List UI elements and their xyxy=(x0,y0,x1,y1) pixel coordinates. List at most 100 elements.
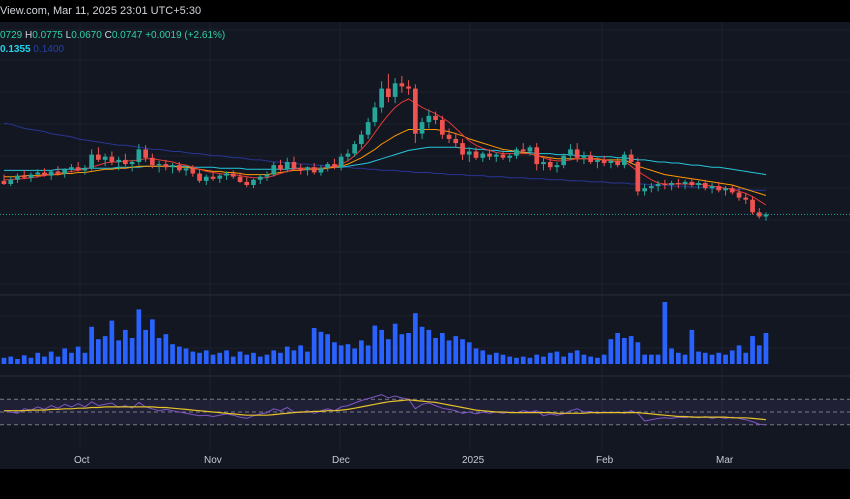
candle-body xyxy=(628,154,634,162)
candle-body xyxy=(109,156,115,162)
volume-bar xyxy=(136,309,142,364)
candle-body xyxy=(392,83,398,97)
x-tick-mar: Mar xyxy=(716,455,734,466)
candle-body xyxy=(595,159,600,162)
candle-body xyxy=(615,160,620,166)
open-value: 0729 xyxy=(0,30,23,41)
volume-bar xyxy=(534,354,540,364)
volume-bar xyxy=(419,326,425,364)
candle-body xyxy=(136,149,142,162)
candle-body xyxy=(177,165,182,171)
candle-body xyxy=(682,181,688,184)
volume-bar xyxy=(649,354,654,364)
volume-bar xyxy=(756,345,762,364)
volume-bar xyxy=(433,338,438,364)
candle-body xyxy=(197,173,202,181)
volume-bar xyxy=(763,333,769,364)
volume-bar xyxy=(392,323,398,364)
volume-bar xyxy=(298,345,303,364)
volume-bar xyxy=(359,340,364,364)
ma-value: 0.1355 xyxy=(0,44,31,55)
candle-body xyxy=(96,154,101,160)
close-value: 0.0747 xyxy=(111,30,143,41)
candle-body xyxy=(264,174,270,177)
candle-body xyxy=(237,176,243,182)
volume-bar xyxy=(743,352,749,364)
candle-body xyxy=(210,176,216,179)
x-tick-feb: Feb xyxy=(596,455,614,466)
candle-body xyxy=(514,149,519,156)
volume-bar xyxy=(547,352,553,364)
candle-body xyxy=(736,192,742,198)
volume-bar xyxy=(365,345,371,364)
candle-body xyxy=(278,165,283,170)
change-value: +0.0019 (+2.61%) xyxy=(145,30,226,41)
candle-body xyxy=(89,154,94,169)
candle-body xyxy=(642,188,647,192)
candle-body xyxy=(82,168,88,171)
volume-bar xyxy=(561,356,566,364)
volume-bar xyxy=(42,356,47,364)
candle-body xyxy=(419,122,425,134)
volume-bar xyxy=(284,346,290,364)
candle-body xyxy=(170,165,175,168)
candle-body xyxy=(709,186,715,189)
volume-bar xyxy=(709,354,715,364)
candle-body xyxy=(466,151,472,155)
candle-body xyxy=(325,164,330,169)
candle-body xyxy=(440,120,445,135)
candle-body xyxy=(669,183,674,186)
volume-bar xyxy=(702,352,708,364)
volume-bar xyxy=(608,339,614,364)
volume-bar xyxy=(183,348,189,364)
high-label: H xyxy=(25,30,33,41)
volume-bar xyxy=(210,354,216,364)
rsi-ma-line xyxy=(4,399,767,421)
volume-bar xyxy=(96,339,101,364)
volume-bar xyxy=(541,356,546,364)
candle-body xyxy=(574,149,580,158)
volume-bar xyxy=(628,336,634,364)
candle-body xyxy=(257,176,263,180)
candle-body xyxy=(480,153,486,158)
rsi-line xyxy=(3,394,767,426)
candle-body xyxy=(271,165,277,175)
candle-body xyxy=(48,171,54,176)
candle-body xyxy=(527,147,533,152)
candle-body xyxy=(568,149,573,156)
candle-body xyxy=(224,173,229,176)
candle-body xyxy=(244,181,250,185)
volume-bar xyxy=(82,352,88,364)
volume-bar xyxy=(662,302,668,364)
candle-body xyxy=(662,184,668,185)
candle-body xyxy=(15,175,20,180)
candle-body xyxy=(534,147,540,165)
volume-bar xyxy=(150,319,155,364)
candle-body xyxy=(487,153,492,157)
candle-body xyxy=(547,162,553,168)
volume-bar xyxy=(493,352,499,364)
candle-body xyxy=(102,156,108,160)
candle-body xyxy=(649,186,654,189)
candle-body xyxy=(696,183,701,186)
volume-bar xyxy=(278,352,283,364)
source-timestamp: View.com, Mar 11, 2025 23:01 UTC+5:30 xyxy=(0,5,202,17)
volume-bar xyxy=(237,351,243,364)
candle-body xyxy=(69,167,74,170)
volume-bar xyxy=(689,329,695,364)
candle-body xyxy=(446,134,452,139)
volume-bar xyxy=(170,344,175,364)
volume-bar xyxy=(723,354,728,364)
volume-bar xyxy=(129,338,135,364)
volume-bar xyxy=(729,350,735,364)
candle-body xyxy=(163,164,169,168)
volume-bar xyxy=(588,356,593,364)
chart-area[interactable] xyxy=(0,22,850,469)
volume-bar xyxy=(426,329,432,364)
volume-bar xyxy=(251,352,256,364)
volume-bar xyxy=(487,354,492,364)
candle-body xyxy=(28,174,34,178)
candle-body xyxy=(723,188,728,191)
volume-bar xyxy=(460,339,465,364)
